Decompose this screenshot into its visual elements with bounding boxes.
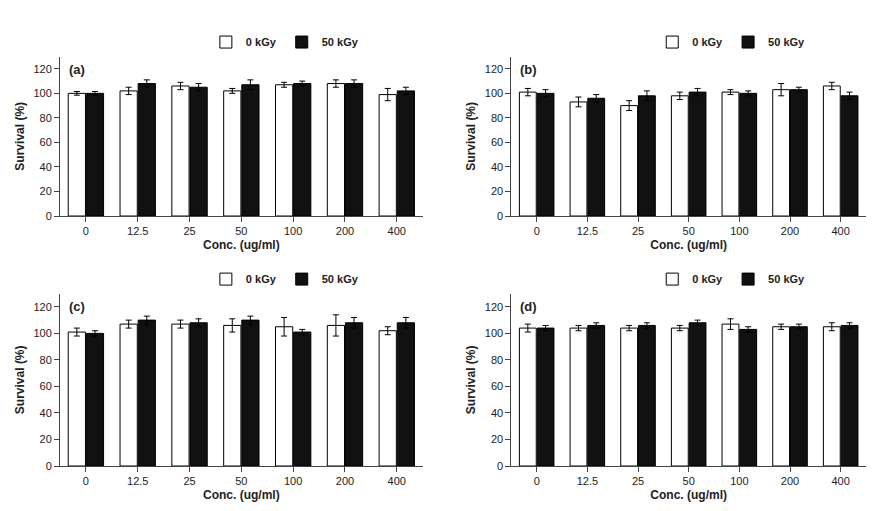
svg-text:40: 40 xyxy=(40,161,52,173)
svg-text:0: 0 xyxy=(46,210,52,222)
svg-text:200: 200 xyxy=(336,475,354,487)
svg-text:0: 0 xyxy=(534,475,540,487)
svg-text:25: 25 xyxy=(183,475,195,487)
svg-text:120: 120 xyxy=(33,63,51,75)
svg-text:100: 100 xyxy=(284,475,302,487)
svg-text:Survival (%): Survival (%) xyxy=(13,102,27,171)
svg-text:0 kGy: 0 kGy xyxy=(246,273,277,285)
svg-text:Survival (%): Survival (%) xyxy=(464,345,478,414)
svg-text:50 kGy: 50 kGy xyxy=(768,273,805,285)
svg-text:50 kGy: 50 kGy xyxy=(322,273,359,285)
svg-text:60: 60 xyxy=(40,380,52,392)
svg-text:50: 50 xyxy=(683,475,695,487)
svg-text:120: 120 xyxy=(485,63,503,75)
svg-text:50 kGy: 50 kGy xyxy=(768,36,805,48)
svg-text:50: 50 xyxy=(235,225,247,237)
svg-text:Survival (%): Survival (%) xyxy=(13,345,27,414)
svg-text:100: 100 xyxy=(284,225,302,237)
svg-text:(b): (b) xyxy=(520,62,537,77)
svg-text:25: 25 xyxy=(183,225,195,237)
svg-text:25: 25 xyxy=(632,225,644,237)
svg-text:0 kGy: 0 kGy xyxy=(692,36,723,48)
svg-text:12.5: 12.5 xyxy=(577,225,598,237)
svg-text:(d): (d) xyxy=(520,299,537,314)
svg-text:20: 20 xyxy=(491,433,503,445)
svg-text:Conc. (ug/ml): Conc. (ug/ml) xyxy=(650,238,727,252)
svg-text:80: 80 xyxy=(40,112,52,124)
svg-text:(c): (c) xyxy=(69,299,85,314)
svg-text:12.5: 12.5 xyxy=(577,475,598,487)
svg-text:100: 100 xyxy=(33,327,51,339)
svg-text:Conc. (ug/ml): Conc. (ug/ml) xyxy=(203,238,280,252)
svg-text:20: 20 xyxy=(40,185,52,197)
svg-text:25: 25 xyxy=(632,475,644,487)
svg-text:100: 100 xyxy=(33,87,51,99)
svg-text:50 kGy: 50 kGy xyxy=(322,36,359,48)
svg-text:100: 100 xyxy=(485,327,503,339)
svg-text:0 kGy: 0 kGy xyxy=(692,273,723,285)
svg-text:60: 60 xyxy=(491,136,503,148)
svg-text:0 kGy: 0 kGy xyxy=(246,36,277,48)
svg-text:0: 0 xyxy=(497,460,503,472)
svg-text:100: 100 xyxy=(730,225,748,237)
svg-text:100: 100 xyxy=(730,475,748,487)
svg-text:Conc. (ug/ml): Conc. (ug/ml) xyxy=(650,488,727,502)
svg-text:0: 0 xyxy=(83,475,89,487)
svg-text:400: 400 xyxy=(831,475,849,487)
svg-text:120: 120 xyxy=(485,301,503,313)
svg-text:20: 20 xyxy=(40,433,52,445)
svg-text:200: 200 xyxy=(336,225,354,237)
svg-text:400: 400 xyxy=(388,475,406,487)
svg-text:40: 40 xyxy=(491,161,503,173)
svg-text:60: 60 xyxy=(491,380,503,392)
svg-text:50: 50 xyxy=(683,225,695,237)
svg-text:40: 40 xyxy=(491,407,503,419)
svg-text:(a): (a) xyxy=(69,62,85,77)
svg-text:80: 80 xyxy=(491,112,503,124)
svg-text:60: 60 xyxy=(40,136,52,148)
svg-text:0: 0 xyxy=(497,210,503,222)
svg-text:50: 50 xyxy=(235,475,247,487)
svg-text:40: 40 xyxy=(40,407,52,419)
svg-text:12.5: 12.5 xyxy=(127,475,148,487)
svg-text:0: 0 xyxy=(534,225,540,237)
svg-text:200: 200 xyxy=(781,475,799,487)
svg-text:80: 80 xyxy=(40,354,52,366)
svg-text:200: 200 xyxy=(781,225,799,237)
svg-text:20: 20 xyxy=(491,185,503,197)
svg-text:400: 400 xyxy=(388,225,406,237)
svg-text:Conc. (ug/ml): Conc. (ug/ml) xyxy=(203,488,280,502)
svg-text:12.5: 12.5 xyxy=(127,225,148,237)
svg-text:120: 120 xyxy=(33,301,51,313)
svg-text:0: 0 xyxy=(83,225,89,237)
svg-text:400: 400 xyxy=(831,225,849,237)
svg-text:0: 0 xyxy=(46,460,52,472)
svg-text:80: 80 xyxy=(491,354,503,366)
svg-text:Survival (%): Survival (%) xyxy=(464,102,478,171)
svg-text:100: 100 xyxy=(485,87,503,99)
